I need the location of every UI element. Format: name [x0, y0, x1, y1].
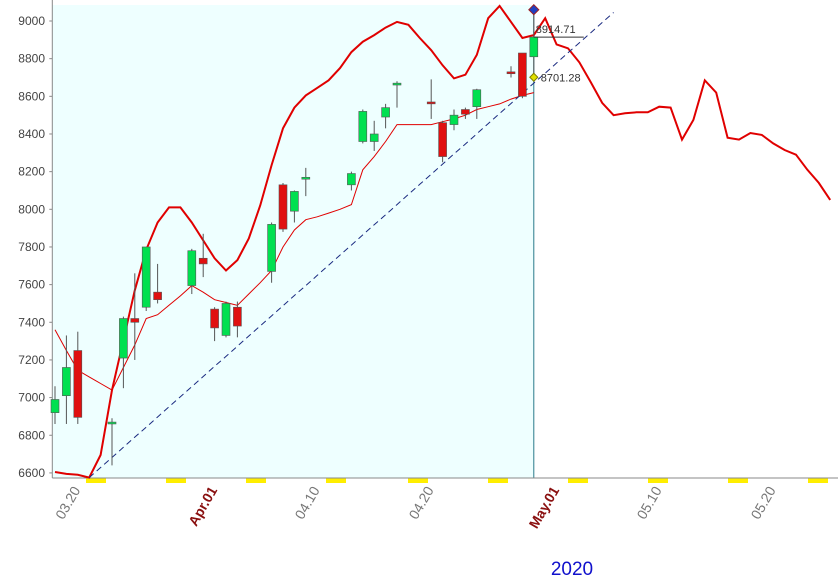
y-tick-label: 7400: [18, 315, 45, 329]
weekend-marker: [808, 478, 828, 483]
x-tick-label: 03.20: [52, 483, 83, 522]
candle-body: [358, 111, 368, 142]
candle-body: [141, 246, 151, 308]
y-tick-label: 8200: [18, 165, 45, 179]
year-label: 2020: [551, 559, 593, 580]
y-tick-label: 6600: [18, 466, 45, 480]
candle-body: [198, 257, 208, 265]
annotation-marker: [529, 72, 539, 82]
candle-body: [290, 191, 299, 212]
weekend-marker: [246, 478, 266, 483]
candle-body: [130, 318, 140, 323]
candle-body: [221, 303, 231, 336]
candle-body: [347, 173, 356, 186]
candle-body: [119, 318, 128, 359]
weekend-marker: [166, 478, 186, 483]
weekend-marker: [648, 478, 668, 483]
candle-body: [187, 250, 197, 286]
candle-body: [449, 114, 459, 125]
candle-body: [267, 224, 276, 272]
y-tick-label: 9000: [18, 14, 45, 28]
candle-body: [426, 101, 436, 105]
candle-body: [369, 133, 379, 142]
y-tick-label: 7200: [18, 353, 45, 367]
candle-body: [50, 399, 60, 413]
candle-body: [107, 421, 117, 425]
candle-body: [529, 36, 539, 58]
candle-body: [506, 71, 516, 75]
candle-body: [62, 367, 71, 397]
y-tick-label: 7000: [18, 391, 45, 405]
candle-body: [278, 184, 288, 230]
annotation-label: 8914.71: [536, 24, 576, 36]
weekend-marker: [408, 478, 428, 483]
high-marker: [528, 4, 540, 16]
y-tick-label: 7800: [18, 240, 45, 254]
weekend-marker: [728, 478, 748, 483]
candle-body: [472, 89, 482, 107]
candle-body: [210, 308, 219, 329]
candle-body: [438, 122, 447, 157]
x-tick-label: May.01: [526, 483, 563, 531]
y-tick-label: 8000: [18, 202, 45, 216]
y-tick-label: 6800: [18, 428, 45, 442]
weekend-marker: [568, 478, 588, 483]
annotation-label: 8701.28: [541, 72, 581, 84]
candle-body: [301, 176, 311, 180]
weekend-marker: [86, 478, 106, 483]
candle-body: [73, 350, 83, 418]
plot-background: [52, 5, 534, 478]
candle-body: [233, 306, 242, 327]
candle-body: [153, 291, 162, 300]
weekend-marker: [326, 478, 346, 483]
y-tick-label: 8400: [18, 127, 45, 141]
weekend-marker: [488, 478, 508, 483]
y-tick-label: 8600: [18, 89, 45, 103]
candle-body: [381, 107, 390, 118]
line: [54, 4, 832, 479]
candle-body: [461, 109, 470, 115]
x-tick-label: 05.20: [747, 483, 778, 522]
x-tick-label: Apr.01: [185, 483, 220, 528]
x-tick-label: 04.10: [291, 483, 322, 522]
candle-body: [518, 52, 527, 97]
x-tick-label: 05.10: [633, 483, 664, 522]
weekend-markers: [86, 478, 828, 483]
y-tick-label: 7600: [18, 278, 45, 292]
x-tick-label: 04.20: [405, 483, 436, 522]
y-tick-label: 8800: [18, 52, 45, 66]
candle-body: [392, 82, 402, 86]
